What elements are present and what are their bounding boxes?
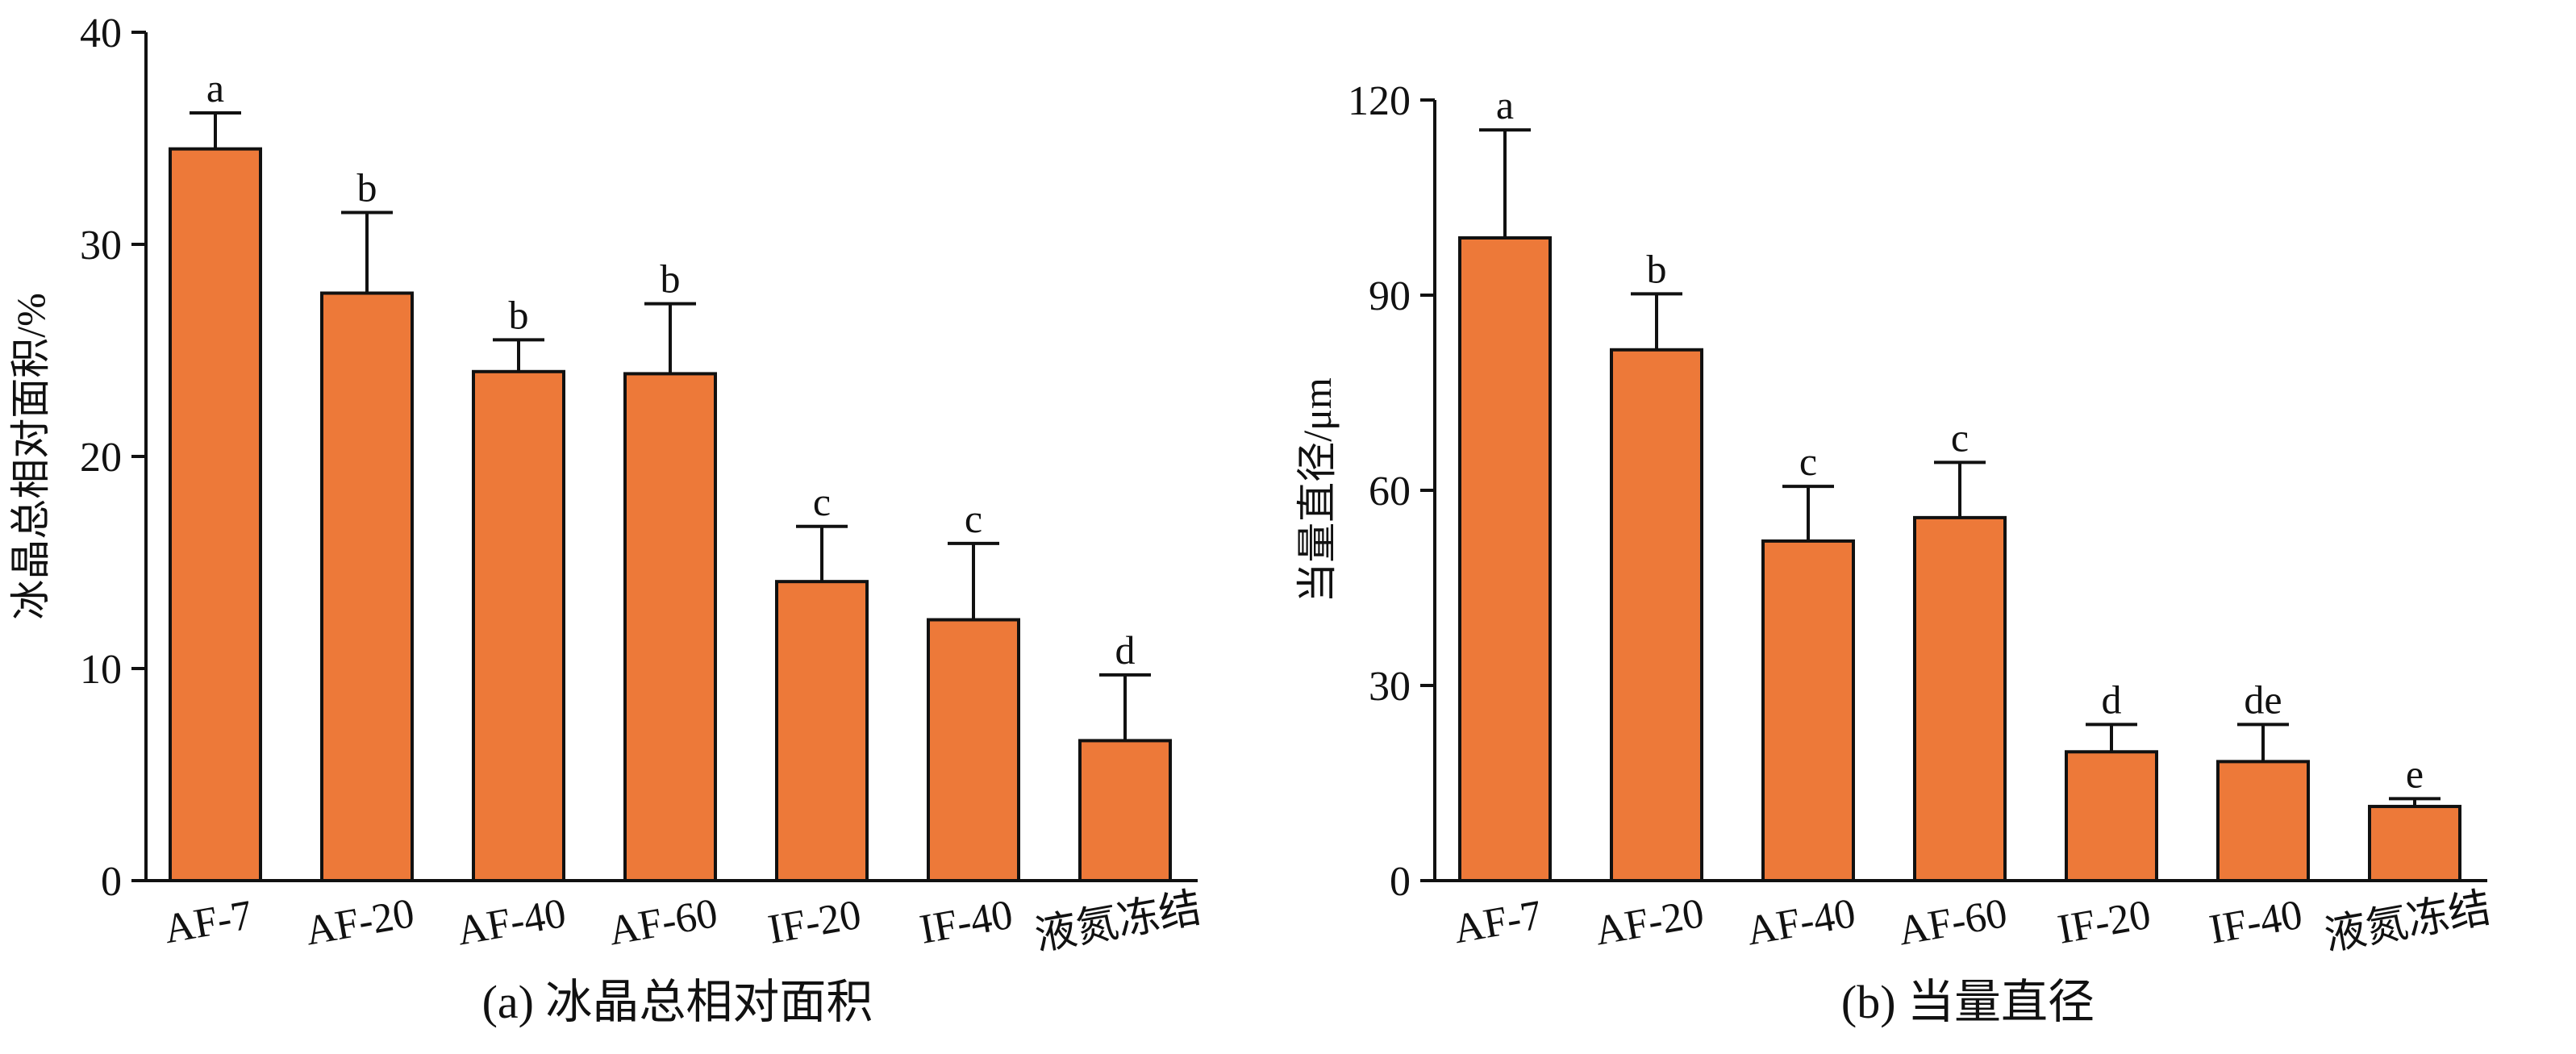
- significance-label: de: [2244, 677, 2282, 722]
- bar: [1761, 539, 1855, 882]
- significance-label: c: [1951, 415, 1969, 460]
- bar: [320, 291, 414, 882]
- y-tick-label: 40: [80, 10, 122, 56]
- y-tick-label: 10: [80, 647, 122, 693]
- bar: [1610, 348, 1703, 882]
- x-tick-label: IF-20: [765, 892, 865, 953]
- y-axis-title: 当量直径/μm: [1294, 377, 1340, 603]
- x-tick-label: AF-60: [1894, 890, 2011, 955]
- x-tick-label: 液氮冻结: [1032, 885, 1205, 960]
- bar: [927, 618, 1020, 882]
- y-axis-title: 冰晶总相对面积/%: [8, 293, 53, 620]
- panel-caption: (a) 冰晶总相对面积: [482, 976, 873, 1028]
- significance-label: b: [357, 165, 377, 210]
- bar: [2368, 805, 2461, 882]
- bar: [2216, 760, 2310, 882]
- significance-label: c: [813, 479, 831, 524]
- panel-caption: (b) 当量直径: [1841, 976, 2095, 1028]
- significance-label: b: [509, 292, 529, 337]
- bar: [2065, 750, 2158, 883]
- y-tick-label: 30: [1369, 664, 1411, 710]
- bar: [623, 372, 717, 882]
- y-tick-label: 0: [1390, 859, 1411, 905]
- significance-label: e: [2406, 751, 2424, 796]
- bar: [472, 369, 565, 882]
- significance-label: b: [1647, 246, 1667, 291]
- x-tick-label: AF-60: [605, 890, 721, 955]
- significance-label: d: [2102, 677, 2122, 722]
- y-tick-label: 90: [1369, 273, 1411, 319]
- significance-label: a: [1496, 82, 1514, 127]
- x-tick-label: IF-20: [2054, 892, 2154, 953]
- x-tick-label: 液氮冻结: [2321, 885, 2495, 960]
- bar: [1078, 739, 1172, 882]
- significance-label: a: [206, 65, 224, 110]
- panel-a-ice-crystal-area-chart: 0 10 20 30 40 冰晶总相对面积/% a AF-7 b AF-20 b AF-40 b AF-6…: [8, 10, 1205, 1028]
- significance-label: d: [1115, 627, 1136, 673]
- x-tick-label: AF-20: [1591, 890, 1707, 955]
- significance-label: c: [1799, 439, 1817, 484]
- y-tick-label: 0: [101, 859, 122, 905]
- y-tick-label: 20: [80, 435, 122, 481]
- x-tick-label: AF-40: [453, 890, 569, 955]
- bar: [1458, 236, 1552, 883]
- y-tick-label: 30: [80, 223, 122, 269]
- x-tick-label: IF-40: [2206, 892, 2306, 953]
- x-tick-label: AF-7: [160, 892, 256, 952]
- bar: [169, 147, 262, 882]
- bar: [1913, 515, 2007, 882]
- x-tick-label: AF-7: [1450, 892, 1545, 952]
- significance-label: b: [661, 256, 681, 302]
- y-tick-label: 60: [1369, 469, 1411, 515]
- x-tick-label: IF-40: [916, 892, 1016, 953]
- significance-label: c: [965, 496, 982, 541]
- x-tick-label: AF-20: [302, 890, 418, 955]
- bar: [775, 580, 869, 882]
- y-tick-label: 120: [1348, 78, 1411, 124]
- x-tick-label: AF-40: [1743, 890, 1859, 955]
- panel-b-equivalent-diameter-chart: 0 30 60 90 120 当量直径/μm a AF-7 b AF-20 c AF-40 c AF-60…: [1294, 78, 2495, 1028]
